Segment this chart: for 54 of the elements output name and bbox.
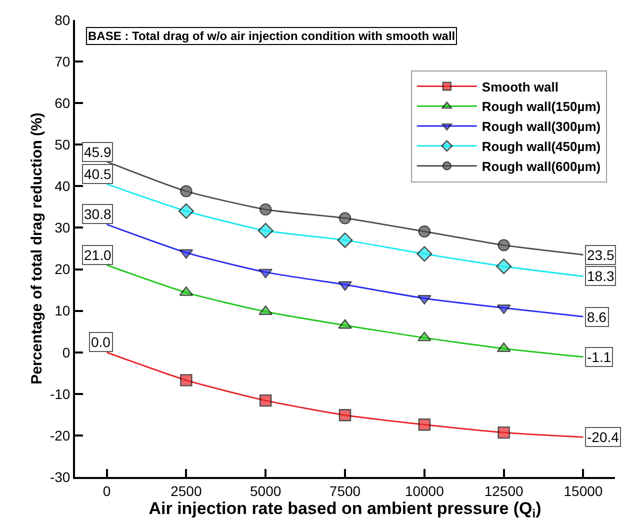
point <box>418 418 431 431</box>
legend-label: Rough wall(600µm) <box>482 158 601 174</box>
y-tick-label: 60 <box>54 94 70 111</box>
y-tick-label: 10 <box>54 302 70 319</box>
point <box>178 203 194 219</box>
data-label: 21.0 <box>84 247 112 263</box>
point <box>338 281 352 291</box>
point <box>258 222 274 238</box>
data-label: 40.5 <box>84 166 112 182</box>
data-label: 45.9 <box>84 144 112 160</box>
legend-label: Rough wall(150µm) <box>482 99 601 114</box>
point <box>259 394 272 407</box>
y-tick-label: 30 <box>54 220 70 236</box>
y-tick-label: 70 <box>54 53 70 70</box>
point <box>338 319 352 329</box>
y-tick-label: 50 <box>54 136 70 153</box>
x-tick-label: 12500 <box>484 482 524 499</box>
data-label: 8.6 <box>587 309 607 325</box>
x-axis-title: Air injection rate based on ambient pressure (Q$_{i}$) <box>148 498 542 520</box>
point <box>498 426 510 439</box>
x-tick-label: 0 <box>102 482 111 499</box>
data-label: -20.4 <box>587 429 620 445</box>
point <box>418 225 431 238</box>
y-tick-label: -10 <box>50 386 70 402</box>
legend-label: Smooth wall <box>482 79 558 94</box>
y-tick-label: 20 <box>54 261 70 278</box>
x-tick-label: 2500 <box>170 482 202 499</box>
legend-label: Rough wall(300µm) <box>482 119 601 134</box>
legend-label: Rough wall(450µm) <box>482 138 601 154</box>
data-label: 30.8 <box>84 206 112 222</box>
point <box>338 409 352 422</box>
point <box>338 212 352 224</box>
y-tick-label: 80 <box>54 12 70 28</box>
data-label: 0.0 <box>91 334 111 350</box>
point <box>180 185 192 198</box>
point <box>496 258 512 274</box>
data-label: 18.3 <box>587 268 614 284</box>
data-label: 23.5 <box>587 247 614 263</box>
point <box>498 239 510 252</box>
point <box>180 374 192 386</box>
point <box>416 246 432 262</box>
x-tick-label: 10000 <box>404 482 444 499</box>
point <box>259 203 272 216</box>
x-tick-label: 15000 <box>564 482 603 499</box>
y-tick-label: -30 <box>50 468 70 485</box>
point <box>337 232 353 248</box>
annotation: BASE : Total drag of w/o air injection condition with smooth wall <box>88 29 456 43</box>
x-tick-label: 7500 <box>329 482 361 499</box>
data-label: -1.1 <box>587 349 612 365</box>
y-tick-label: 40 <box>54 178 70 194</box>
y-axis-title: Percentage of total drag reduction (%) <box>28 112 46 384</box>
x-tick-label: 5000 <box>250 482 282 499</box>
y-tick-label: -20 <box>50 427 70 444</box>
y-tick-label: 0 <box>62 344 70 360</box>
